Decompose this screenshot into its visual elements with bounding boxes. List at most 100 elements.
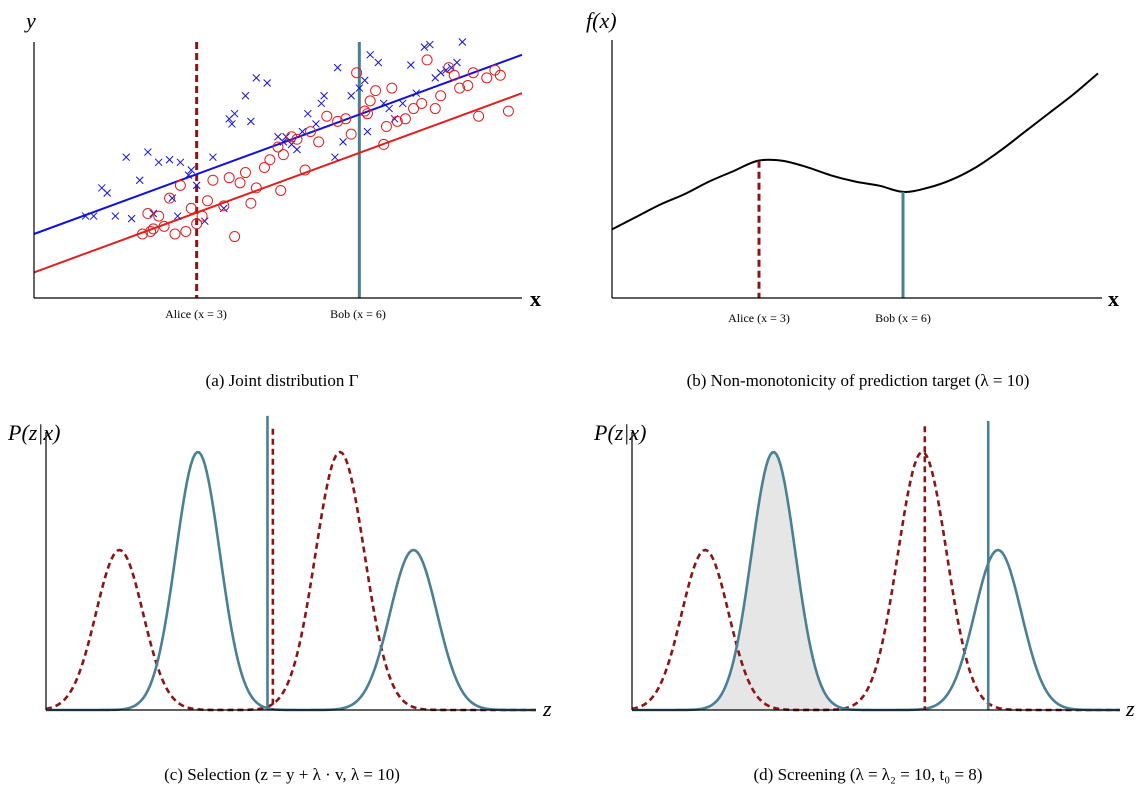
panel-d-density-dashed (631, 450, 1120, 712)
panel-a-point-x-13 (173, 212, 182, 220)
panel-a-point-o-52 (448, 69, 460, 81)
panel-a-point-o-45 (399, 113, 411, 125)
panel-a-point-x-stroke (228, 120, 236, 128)
panel-a-point-x-stroke (298, 127, 307, 136)
panel-a-point-x-stroke (303, 109, 312, 118)
panel-d-x-label: z (1125, 696, 1135, 721)
panel-a-point-x-26 (252, 73, 261, 82)
panel-a-regression-line-blue (33, 53, 523, 235)
panel-a-point-x-17 (192, 181, 201, 190)
panel-a-point-o-47 (416, 97, 428, 109)
panel-a-point-x-stroke (135, 176, 144, 185)
panel-a-point-o-41 (378, 138, 390, 150)
panel-a-point-x-stroke (97, 184, 106, 192)
panel-a-point-x-12 (168, 194, 177, 203)
panel-a-point-x-stroke (406, 61, 415, 69)
panel-a-point-x-stroke (331, 153, 339, 162)
panel-a-point-x-stroke (385, 104, 394, 113)
panel-a-point-o-35 (345, 128, 357, 140)
panel-a-point-x-48 (385, 104, 394, 113)
panel-a-point-o-3 (147, 223, 159, 235)
panel-a-point-o-43 (386, 82, 398, 94)
panel-a-point-x-stroke (200, 217, 209, 226)
panel-a-point-o-10 (185, 202, 197, 214)
panel-a-point-x-27 (263, 79, 272, 87)
panel-a-point-o-18 (234, 177, 246, 189)
panel-a-point-x-41 (347, 91, 356, 100)
panel-a-point-x-stroke (173, 212, 182, 220)
panel-a-point-o-12 (196, 210, 208, 222)
panel-a-point-o-0 (136, 228, 148, 240)
panel-a-point-o-48 (421, 54, 433, 66)
panel-a-caption: (a) Joint distribution Γ (206, 371, 359, 390)
panel-b-y-label: f(x) (586, 8, 617, 33)
panel-a-point-x-34 (303, 109, 312, 118)
panel-a-point-x-stroke (442, 66, 450, 75)
panel-a-bob-label: Bob (x = 6) (330, 307, 386, 321)
panel-a-point-o-42 (380, 120, 392, 132)
panel-a-point-x-45 (366, 50, 375, 59)
panel-a-point-x-stroke (312, 120, 320, 128)
panel-a-point-o-25 (275, 184, 287, 196)
panel-a-point-o-8 (174, 179, 186, 191)
panel-a-point-x-50 (398, 99, 407, 108)
panel-a-point-x-stroke (89, 212, 98, 220)
panel-a-point-x-stroke (458, 38, 467, 46)
panel-a-point-x-52 (412, 89, 421, 98)
panel-a-point-o-29 (299, 164, 311, 176)
panel-a-point-o-21 (250, 182, 262, 194)
panel-a-joint-distribution: y x Alice (x = 3) Bob (x = 6) (a) Joint … (24, 8, 541, 390)
panel-a-point-o-44 (391, 115, 403, 127)
panel-a-point-o-2 (145, 225, 157, 237)
panel-a-point-x-stroke (144, 148, 152, 156)
panel-a-point-x-11 (165, 155, 174, 164)
panel-a-point-x-37 (320, 91, 328, 100)
panel-b-caption: (b) Non-monotonicity of prediction targe… (687, 371, 1030, 390)
panel-a-point-o-31 (313, 136, 325, 148)
panel-a-point-x-stroke (320, 91, 328, 100)
panel-a-point-o-51 (443, 62, 455, 74)
panel-d-screening: P(z|x) z (d) Screening (λ = λ₂ = 10, t₀ … (593, 420, 1135, 784)
panel-a-point-x-stroke (230, 109, 239, 118)
panel-a-point-x-10 (154, 158, 163, 167)
panel-a-point-o-57 (481, 72, 493, 84)
panel-a-point-x-56 (436, 68, 445, 77)
panel-a-point-x-46 (374, 58, 383, 67)
panel-a-point-x-16 (187, 166, 196, 174)
panel-a-point-x-18 (200, 217, 209, 226)
panel-a-point-o-34 (340, 113, 352, 125)
panel-b-bob-label: Bob (x = 6) (875, 311, 931, 325)
panel-a-point-x-29 (279, 137, 288, 146)
panel-a-point-x-39 (333, 63, 342, 72)
panel-a-point-o-9 (180, 225, 192, 237)
panel-a-point-x-19 (209, 153, 217, 162)
panel-a-point-o-36 (351, 67, 363, 79)
panel-c-caption: (c) Selection (z = y + λ · v, λ = 10) (164, 765, 400, 784)
panel-a-point-x-stroke (279, 137, 288, 146)
panel-a-point-x-stroke (347, 91, 356, 100)
panel-a-point-x-stroke (252, 73, 261, 82)
panel-a-point-o-11 (191, 218, 203, 230)
panel-a-point-x-32 (293, 145, 301, 154)
panel-a-point-o-14 (207, 174, 219, 186)
panel-a-point-x-stroke (360, 76, 369, 85)
panel-a-point-x-stroke (263, 79, 272, 87)
panel-a-point-o-6 (164, 192, 176, 204)
panel-a-point-x-44 (363, 127, 372, 136)
panel-a-point-x-stroke (165, 155, 174, 164)
panel-a-point-x-stroke (103, 189, 112, 197)
panel-a-point-x-stroke (379, 99, 388, 108)
panel-a-point-x-38 (331, 153, 339, 162)
panel-a-point-x-1 (89, 212, 98, 220)
panel-a-regression-line-red (33, 92, 523, 274)
panel-b-prediction-target: f(x) x Alice (x = 3) Bob (x = 6) (b) Non… (586, 8, 1119, 390)
panel-a-point-x-42 (355, 84, 364, 92)
panel-a-point-x-7 (135, 176, 144, 185)
panel-a-point-o-49 (429, 103, 441, 115)
panel-a-point-o-50 (435, 90, 447, 102)
panel-b-f-curve (611, 72, 1099, 231)
panel-a-point-o-20 (245, 197, 257, 209)
panel-a-point-x-stroke (355, 84, 364, 92)
panel-a-point-x-stroke (398, 99, 407, 108)
